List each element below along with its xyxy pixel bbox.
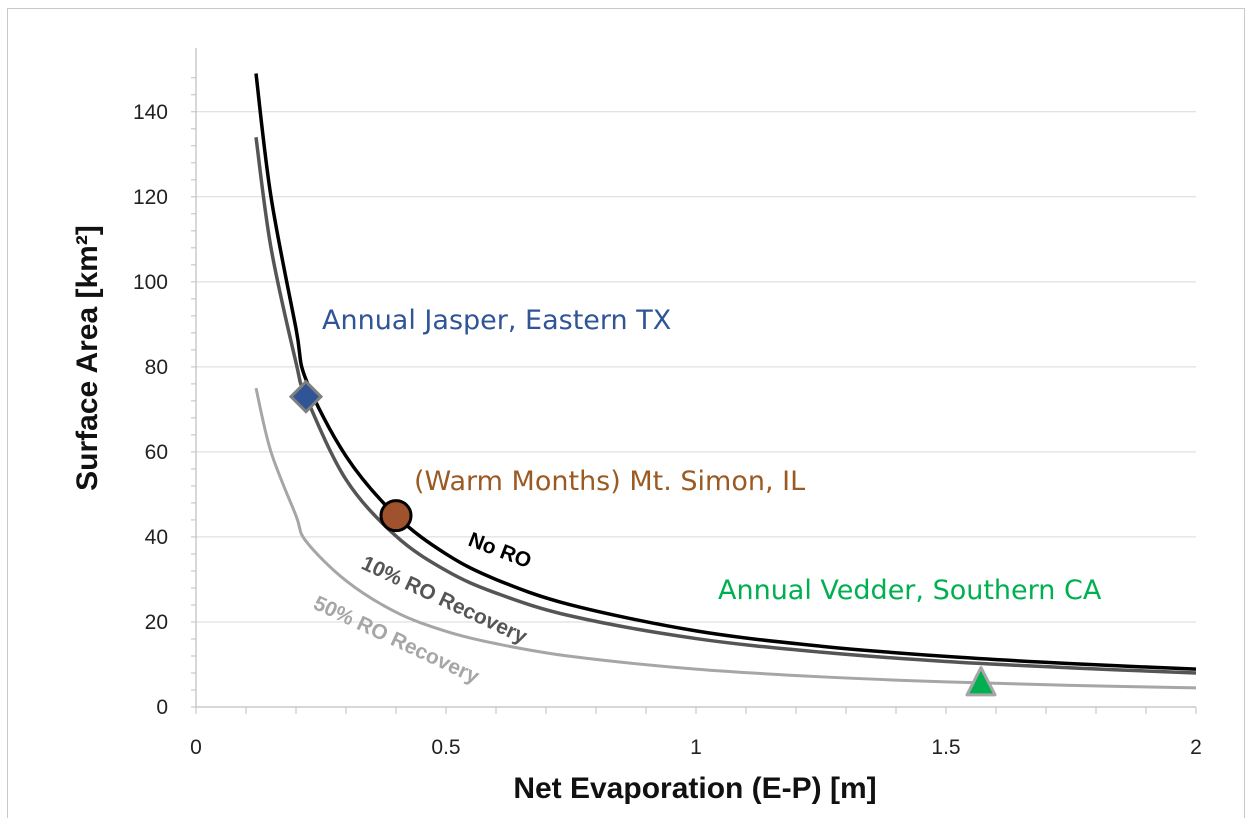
circle-marker (379, 499, 413, 533)
diamond-marker (288, 379, 324, 414)
x-tick-label: 1 (690, 736, 702, 759)
site-label: Annual Jasper, Eastern TX (322, 305, 671, 336)
series-line-10-ro-recovery (254, 137, 1197, 675)
axes: 0 20 40 60 80 100 120 140 0 0.5 1 1.5 2 (133, 48, 1202, 759)
x-tick-label: 0 (190, 736, 202, 759)
site-markers (288, 379, 997, 697)
site-label: (Warm Months) Mt. Simon, IL (414, 466, 805, 497)
curve-label: No RO (465, 528, 534, 573)
x-axis-title: Net Evaporation (E-P) [m] (513, 772, 876, 805)
x-tick-label: 2 (1190, 736, 1202, 759)
y-tick-label: 120 (133, 186, 168, 209)
gridlines (196, 111, 1196, 623)
y-axis-title: Surface Area [km²] (71, 225, 104, 491)
y-tick-label: 100 (133, 271, 168, 294)
y-tick-label: 20 (145, 611, 168, 634)
triangle-marker (965, 666, 997, 697)
y-tick-label: 0 (156, 696, 168, 719)
series-line-no-ro (254, 73, 1197, 671)
y-tick-label: 80 (145, 356, 168, 379)
y-tick-label: 60 (145, 441, 168, 464)
site-label: Annual Vedder, Southern CA (718, 575, 1102, 606)
series-lines (254, 73, 1197, 690)
series-line-50-ro-recovery (254, 387, 1197, 690)
y-tick-label: 40 (145, 526, 168, 549)
x-tick-label: 0.5 (431, 736, 460, 759)
y-tick-label: 140 (133, 101, 168, 124)
x-tick-label: 1.5 (931, 736, 960, 759)
